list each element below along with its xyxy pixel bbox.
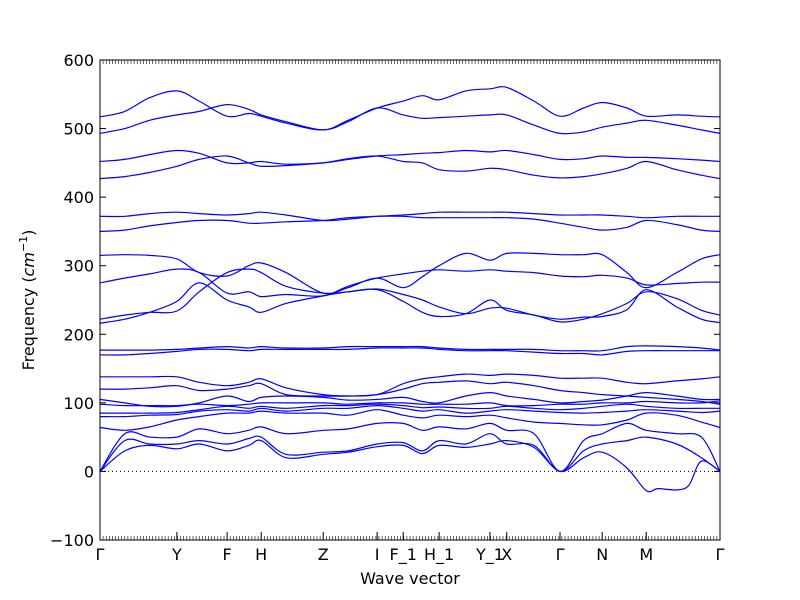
band-8	[99, 391, 721, 408]
x-tick-label: F	[222, 545, 231, 564]
y-axis-label-main: Frequency (	[19, 276, 38, 370]
y-axis-label-unit: cm	[19, 252, 38, 276]
band-3	[99, 422, 721, 472]
y-axis-label-close: )	[19, 230, 38, 236]
x-tick-label: Y_1	[475, 545, 504, 565]
band-11	[99, 347, 720, 356]
band-9	[99, 380, 721, 405]
y-tick-label: 0	[84, 462, 94, 481]
phonon-bands	[99, 86, 721, 493]
band-10	[99, 373, 721, 397]
x-tick-label: I	[375, 545, 380, 564]
band-14	[99, 268, 721, 324]
x-tick-label: Z	[318, 545, 329, 564]
band-1	[99, 439, 721, 493]
band-22	[99, 86, 721, 131]
band-21	[99, 103, 721, 135]
band-5	[99, 404, 721, 418]
x-tick-label: Γ	[556, 545, 565, 564]
y-tick-label: 200	[63, 325, 94, 344]
band-15	[99, 268, 721, 298]
band-12	[99, 345, 721, 352]
x-tick-label: N	[596, 545, 608, 564]
band-20	[99, 149, 721, 165]
y-tick-label: 100	[63, 394, 94, 413]
x-tick-label: H_1	[424, 545, 454, 565]
y-tick-label: −100	[50, 531, 94, 550]
x-tick-label: H	[255, 545, 267, 564]
x-tick-labels: Γ Y F H Z I F_1 H_1 Y_1X Γ N M Γ	[96, 545, 725, 565]
x-tick-label: Γ	[96, 545, 105, 564]
band-6	[100, 403, 720, 414]
x-tick-label: Γ	[716, 545, 725, 564]
band-18	[99, 211, 720, 222]
band-7	[99, 400, 721, 407]
band-2	[99, 433, 721, 472]
x-axis-label: Wave vector	[360, 569, 460, 588]
band-4	[99, 409, 721, 431]
y-tick-label: 500	[63, 120, 94, 139]
y-tick-label: 400	[63, 188, 94, 207]
x-tick-label: Y	[171, 545, 182, 564]
band-16	[99, 252, 721, 295]
x-tick-label: X	[501, 545, 512, 564]
y-axis-label: Frequency (cm−1)	[17, 230, 38, 371]
y-tick-labels: −100 0 100 200 300 400 500 600	[50, 51, 94, 550]
band-19	[99, 155, 721, 180]
x-tick-label: F_1	[389, 545, 416, 565]
y-axis-label-exponent: −1	[17, 236, 30, 252]
plot-frame	[99, 59, 721, 541]
y-tick-label: 300	[63, 257, 94, 276]
x-tick-label: M	[639, 545, 653, 564]
band-17	[99, 215, 721, 232]
tick-marks	[99, 59, 721, 541]
y-tick-label: 600	[63, 51, 94, 70]
